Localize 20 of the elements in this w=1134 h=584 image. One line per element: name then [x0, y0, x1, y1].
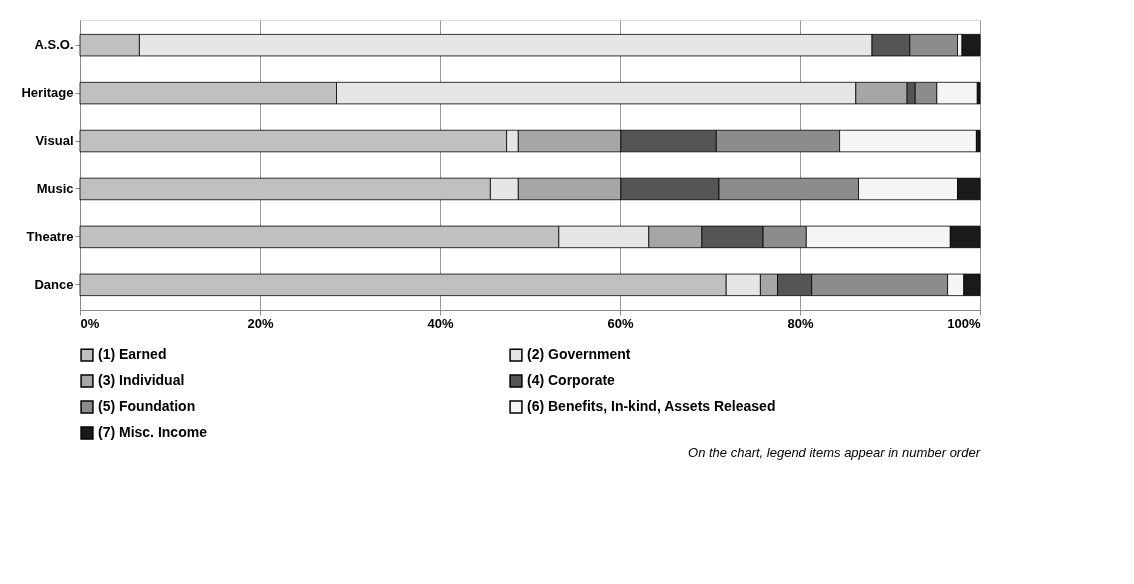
- legend-label: (7) Misc. Income: [98, 424, 208, 440]
- text: On the chart, legend items appear in number order: [688, 445, 981, 460]
- x-tick-label: 80%: [787, 315, 814, 331]
- legend-label: (6) Benefits, In-kind, Assets Released: [527, 398, 776, 414]
- y-tick-label: A.S.O.: [34, 37, 74, 53]
- x-tick-label: 20%: [247, 315, 274, 331]
- legend-label: (5) Foundation: [98, 398, 196, 414]
- y-tick-label: Music: [36, 180, 74, 196]
- y-tick-label: Theatre: [26, 228, 74, 244]
- legend-label: (1) Earned: [98, 346, 167, 363]
- x-tick-label: 60%: [607, 315, 634, 331]
- x-tick-label: 100%: [947, 315, 981, 331]
- x-tick-label: 40%: [427, 315, 454, 331]
- y-tick-label: Heritage: [21, 85, 74, 101]
- legend-label: (4) Corporate: [527, 372, 616, 388]
- legend-label: (2) Government: [527, 346, 631, 363]
- legend-label: (3) Individual: [98, 372, 185, 388]
- y-tick-label: Visual: [35, 133, 74, 149]
- y-tick-label: Dance: [34, 276, 74, 292]
- x-tick-label: 0%: [80, 315, 100, 331]
